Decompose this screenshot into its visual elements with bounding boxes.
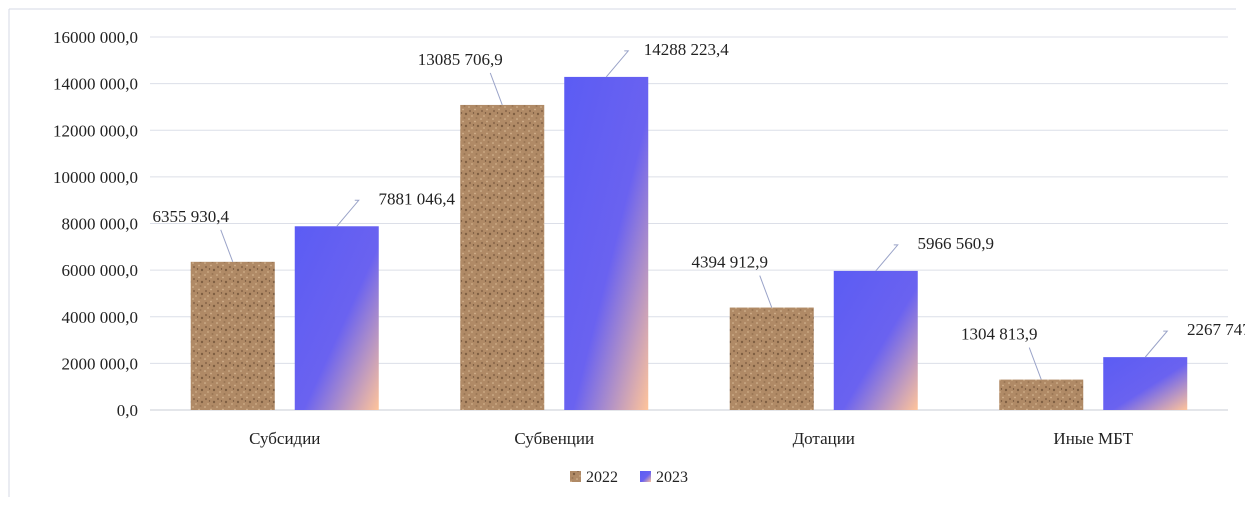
legend-label-2022: 2022 [586, 469, 618, 486]
data-label-2023: 7881 046,4 [379, 189, 456, 208]
y-tick-label: 2000 000,0 [62, 354, 139, 373]
x-category-label: Субвенции [514, 429, 594, 448]
leader-line [759, 275, 773, 308]
leader-line [605, 50, 630, 78]
legend-swatch-2022 [570, 471, 581, 482]
x-category-label: Субсидии [249, 429, 320, 448]
bar-2022-3 [729, 307, 814, 410]
bar-2023-4 [1103, 357, 1188, 410]
data-label-2023: 2267 747,2 [1187, 320, 1245, 339]
leader-line [489, 72, 503, 106]
y-tick-label: 0,0 [117, 401, 138, 420]
bar-2022-1 [190, 261, 275, 410]
legend-swatch-2023 [640, 471, 651, 482]
leader-line [1144, 330, 1169, 358]
y-tick-label: 8000 000,0 [62, 215, 139, 234]
x-category-label: Иные МБТ [1053, 429, 1133, 448]
y-tick-label: 4000 000,0 [62, 308, 139, 327]
x-category-label: Дотации [793, 429, 855, 448]
chart-border [8, 8, 1236, 497]
bar-2023-2 [564, 76, 649, 410]
data-label-2022: 6355 930,4 [153, 207, 230, 226]
bar-2023-3 [833, 270, 918, 410]
data-label-2022: 1304 813,9 [961, 325, 1038, 344]
leader-line [1028, 347, 1042, 380]
y-tick-label: 14000 000,0 [53, 75, 138, 94]
data-label-2023: 5966 560,9 [918, 234, 995, 253]
leader-line [220, 229, 234, 263]
y-tick-label: 12000 000,0 [53, 121, 138, 140]
y-tick-label: 10000 000,0 [53, 168, 138, 187]
leader-line [336, 199, 360, 227]
bar-2023-1 [294, 226, 379, 410]
y-tick-label: 6000 000,0 [62, 261, 139, 280]
bar-2022-4 [999, 379, 1084, 410]
data-label-2023: 14288 223,4 [644, 40, 730, 59]
legend-label-2023: 2023 [656, 469, 688, 486]
leader-line [875, 244, 899, 272]
data-label-2022: 13085 706,9 [418, 50, 503, 69]
data-label-2022: 4394 912,9 [692, 253, 769, 272]
y-tick-label: 16000 000,0 [53, 28, 138, 47]
bar-2022-2 [460, 104, 545, 411]
